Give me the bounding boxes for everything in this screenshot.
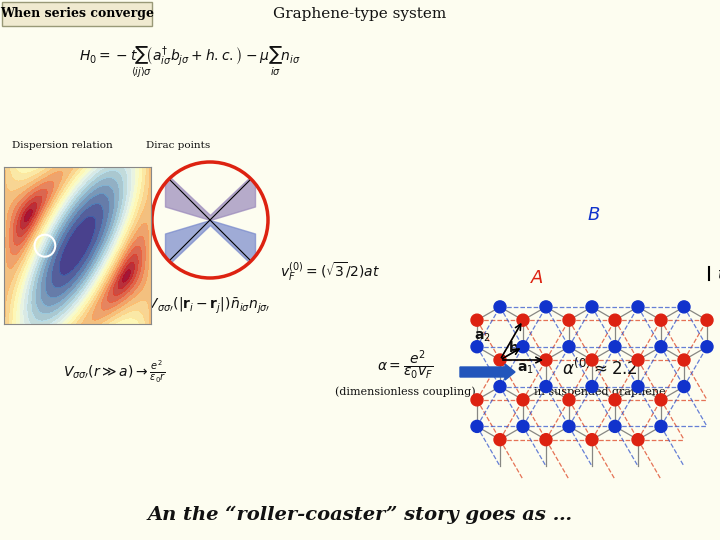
Ellipse shape [153, 163, 267, 277]
Circle shape [540, 434, 552, 445]
Circle shape [632, 301, 644, 313]
Circle shape [494, 301, 506, 313]
Circle shape [609, 394, 621, 406]
Circle shape [586, 434, 598, 445]
Circle shape [678, 381, 690, 393]
Circle shape [678, 301, 690, 313]
Circle shape [609, 314, 621, 326]
Circle shape [701, 341, 713, 353]
Circle shape [471, 421, 483, 433]
Text: $\mathbf{a}_1$: $\mathbf{a}_1$ [517, 362, 534, 376]
Circle shape [632, 381, 644, 393]
Circle shape [655, 341, 667, 353]
Circle shape [609, 341, 621, 353]
Text: $t$: $t$ [717, 266, 720, 282]
Circle shape [655, 421, 667, 433]
Circle shape [563, 394, 575, 406]
Circle shape [471, 341, 483, 353]
Circle shape [701, 314, 713, 326]
Circle shape [563, 314, 575, 326]
Text: $V_{\sigma\sigma\prime}(r\gg a)\rightarrow\frac{e^2}{\varepsilon_0 r}$: $V_{\sigma\sigma\prime}(r\gg a)\rightarr… [63, 359, 166, 384]
Circle shape [586, 381, 598, 393]
Text: $H_0 = -t\!\!\sum_{\langle ij\rangle\sigma}\!\!\left(a^{\dagger}_{i\sigma}b_{j\s: $H_0 = -t\!\!\sum_{\langle ij\rangle\sig… [79, 44, 301, 80]
Text: When series converge: When series converge [0, 8, 154, 21]
Circle shape [517, 421, 529, 433]
Circle shape [586, 301, 598, 313]
Text: $H_{\rm int} = \frac{1}{2}\sum_{ij\sigma\sigma\prime}V_{\sigma\sigma\prime}(|\ma: $H_{\rm int} = \frac{1}{2}\sum_{ij\sigma… [79, 292, 271, 328]
Circle shape [517, 341, 529, 353]
Circle shape [655, 394, 667, 406]
Circle shape [494, 434, 506, 445]
Text: $\alpha^{(0)}\approx 2.2$: $\alpha^{(0)}\approx 2.2$ [562, 357, 638, 379]
Circle shape [563, 421, 575, 433]
Circle shape [471, 314, 483, 326]
Text: Graphene-type system: Graphene-type system [274, 7, 446, 21]
Text: $\mathbf{a}_2$: $\mathbf{a}_2$ [474, 330, 490, 345]
Circle shape [494, 381, 506, 393]
Text: in suspended graphene: in suspended graphene [534, 387, 666, 397]
Text: Dispersion relation: Dispersion relation [12, 140, 112, 150]
Circle shape [540, 301, 552, 313]
Circle shape [471, 394, 483, 406]
Circle shape [563, 341, 575, 353]
Text: $B$: $B$ [587, 206, 600, 224]
Text: $\alpha = \dfrac{e^2}{\varepsilon_0 v_F}$: $\alpha = \dfrac{e^2}{\varepsilon_0 v_F}… [377, 348, 433, 382]
Circle shape [655, 314, 667, 326]
FancyBboxPatch shape [2, 2, 152, 26]
Circle shape [632, 434, 644, 445]
Text: (dimensionless coupling): (dimensionless coupling) [335, 387, 475, 397]
Circle shape [494, 354, 506, 366]
Text: Dirac points: Dirac points [146, 140, 210, 150]
Circle shape [678, 354, 690, 366]
Text: $A$: $A$ [530, 269, 544, 287]
Circle shape [517, 394, 529, 406]
Circle shape [540, 354, 552, 366]
Circle shape [632, 354, 644, 366]
FancyArrow shape [460, 364, 515, 380]
Text: $v_F^{(0)} = (\sqrt{3}/2)at$: $v_F^{(0)} = (\sqrt{3}/2)at$ [280, 261, 380, 284]
Circle shape [517, 314, 529, 326]
Circle shape [540, 381, 552, 393]
Circle shape [586, 354, 598, 366]
Text: $\mathbf{b}$: $\mathbf{b}$ [508, 340, 520, 355]
Text: An the “roller-coaster” story goes as …: An the “roller-coaster” story goes as … [148, 506, 572, 524]
Circle shape [609, 421, 621, 433]
